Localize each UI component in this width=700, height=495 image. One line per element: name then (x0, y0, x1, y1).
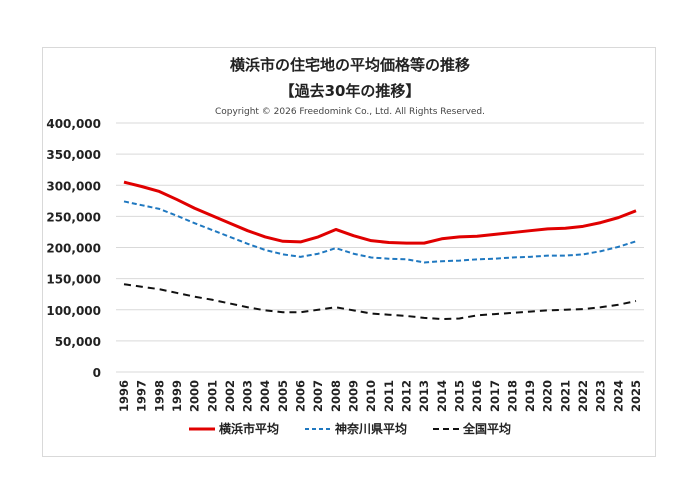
x-tick-label: 2010 (364, 380, 378, 412)
x-tick-label: 2003 (241, 380, 255, 412)
x-tick-label: 2023 (594, 380, 608, 412)
x-tick-label: 2018 (505, 380, 519, 412)
x-tick-label: 2004 (258, 380, 272, 412)
x-tick-label: 2015 (452, 380, 466, 412)
x-tick-label: 2002 (223, 380, 237, 412)
y-tick-label: 50,000 (55, 335, 101, 349)
x-tick-label: 2021 (558, 380, 572, 412)
y-tick-label: 100,000 (46, 304, 101, 318)
x-tick-label: 1998 (152, 380, 166, 412)
x-tick-label: 2001 (205, 380, 219, 412)
x-tick-label: 2008 (329, 380, 343, 412)
x-tick-label: 2006 (294, 380, 308, 412)
legend: 横浜市平均 神奈川県平均 全国平均 (0, 420, 700, 437)
x-tick-label: 2011 (382, 380, 396, 412)
y-tick-label: 350,000 (46, 148, 101, 162)
x-tick-label: 2019 (523, 380, 537, 412)
series-line (123, 283, 637, 321)
x-tick-label: 2009 (347, 380, 361, 412)
copyright: Copyright © 2026 Freedomink Co., Ltd. Al… (214, 107, 486, 117)
legend-label: 全国平均 (463, 422, 512, 436)
x-tick-label: 2025 (629, 380, 643, 412)
x-tick-label: 2007 (311, 380, 325, 412)
chart-subtitle: 【過去30年の推移】 (279, 82, 421, 100)
y-tick-label: 400,000 (46, 117, 101, 131)
x-tick-label: 2020 (541, 380, 555, 412)
x-tick-label: 2012 (399, 380, 413, 412)
x-tick-label: 2024 (611, 380, 625, 412)
x-tick-label: 1996 (117, 380, 131, 412)
legend-item: 神奈川県平均 (304, 420, 407, 437)
x-tick-label: 2014 (435, 380, 449, 412)
x-tick-label: 2000 (188, 380, 202, 412)
x-tick-label: 1997 (135, 380, 149, 412)
series-line (123, 180, 637, 245)
x-tick-label: 2017 (488, 380, 502, 412)
legend-label: 神奈川県平均 (334, 422, 407, 436)
legend-item: 全国平均 (433, 420, 511, 437)
x-tick-label: 2016 (470, 380, 484, 412)
x-tick-label: 2005 (276, 380, 290, 412)
series-line (123, 200, 637, 264)
x-tick-label: 2013 (417, 380, 431, 412)
x-tick-label: 2022 (576, 380, 590, 412)
chart-title: 横浜市の住宅地の平均価格等の推移 (229, 56, 470, 74)
x-tick-label: 1999 (170, 380, 184, 412)
legend-item: 横浜市平均 (188, 420, 279, 437)
y-tick-label: 0 (93, 366, 101, 380)
y-tick-label: 200,000 (46, 242, 101, 256)
y-tick-label: 250,000 (46, 210, 101, 224)
y-tick-label: 150,000 (46, 273, 101, 287)
y-tick-label: 300,000 (46, 179, 101, 193)
legend-label: 横浜市平均 (218, 422, 279, 436)
